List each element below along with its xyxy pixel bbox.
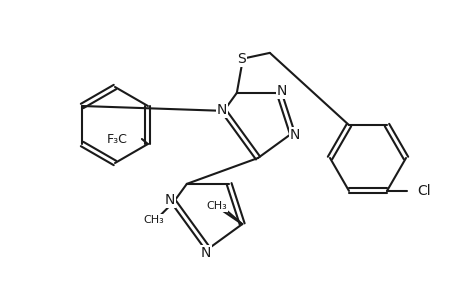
- Text: N: N: [290, 128, 300, 142]
- Text: N: N: [164, 193, 174, 207]
- Text: S: S: [237, 52, 246, 66]
- Text: N: N: [216, 103, 226, 117]
- Text: N: N: [276, 84, 287, 98]
- Text: CH₃: CH₃: [143, 215, 164, 225]
- Text: F₃C: F₃C: [107, 133, 128, 146]
- Text: N: N: [201, 246, 211, 260]
- Text: Cl: Cl: [416, 184, 430, 198]
- Text: methyl: methyl: [219, 205, 224, 206]
- Text: CH₃: CH₃: [207, 201, 227, 211]
